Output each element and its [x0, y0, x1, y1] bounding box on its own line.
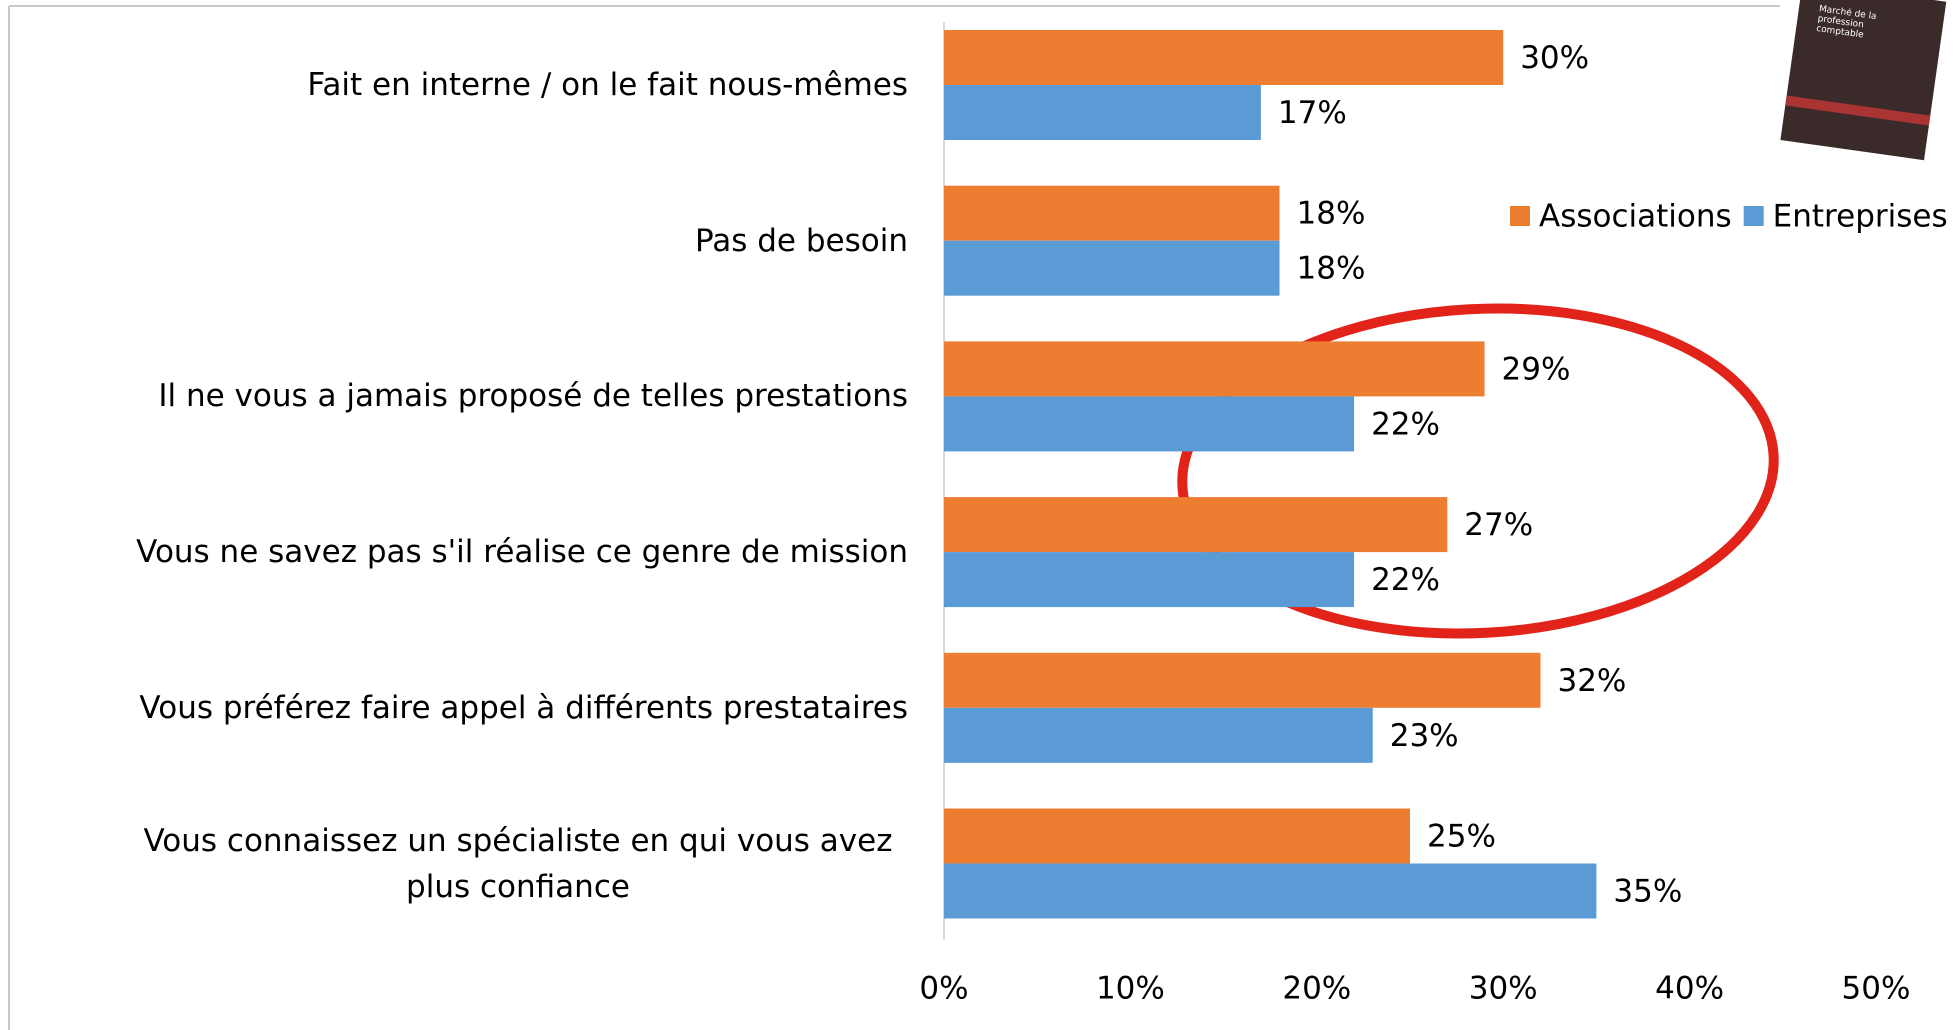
category-label: Pas de besoin: [695, 218, 908, 264]
bar: [944, 809, 1410, 864]
value-label: 30%: [1520, 40, 1589, 76]
value-label: 22%: [1371, 562, 1440, 598]
value-label: 35%: [1613, 874, 1682, 910]
x-tick-label: 0%: [919, 971, 968, 1007]
category-label: Vous connaissez un spécialiste en qui vo…: [128, 818, 908, 910]
legend-swatch: [1744, 206, 1764, 226]
category-label-box: Vous ne savez pas s'il réalise ce genre …: [68, 529, 908, 575]
category-label-box: Pas de besoin: [68, 218, 908, 264]
legend-label: Associations: [1539, 199, 1732, 235]
category-label: Vous préférez faire appel à différents p…: [139, 685, 908, 731]
bar: [944, 396, 1354, 451]
bar: [944, 864, 1596, 919]
x-tick-label: 20%: [1282, 971, 1351, 1007]
page: {"chart_data": {"type": "hbar", "categor…: [0, 0, 1953, 1030]
legend-label: Entreprises: [1773, 199, 1948, 235]
x-tick-label: 30%: [1469, 971, 1538, 1007]
value-label: 29%: [1502, 351, 1571, 387]
category-label: Il ne vous a jamais proposé de telles pr…: [158, 373, 908, 419]
category-label-box: Fait en interne / on le fait nous-mêmes: [68, 62, 908, 108]
value-label: 23%: [1390, 718, 1459, 754]
bar: [944, 708, 1373, 763]
bar: [944, 341, 1485, 396]
x-tick-label: 10%: [1096, 971, 1165, 1007]
thumbnail: Marché de la profession comptable: [1780, 0, 1946, 160]
value-label: 32%: [1557, 663, 1626, 699]
value-label: 18%: [1297, 251, 1366, 287]
category-label: Fait en interne / on le fait nous-mêmes: [307, 62, 908, 108]
bar: [944, 30, 1503, 85]
bar: [944, 552, 1354, 607]
value-label: 25%: [1427, 819, 1496, 855]
x-tick-label: 50%: [1842, 971, 1911, 1007]
value-label: 18%: [1297, 196, 1366, 232]
category-label-box: Vous préférez faire appel à différents p…: [68, 685, 908, 731]
value-label: 17%: [1278, 95, 1347, 131]
category-label-box: Il ne vous a jamais proposé de telles pr…: [68, 373, 908, 419]
bar: [944, 241, 1280, 296]
bar: [944, 497, 1447, 552]
bar: [944, 186, 1280, 241]
value-label: 27%: [1464, 507, 1533, 543]
value-label: 22%: [1371, 406, 1440, 442]
bar: [944, 85, 1261, 140]
bar: [944, 653, 1540, 708]
legend-swatch: [1510, 206, 1530, 226]
category-label: Vous ne savez pas s'il réalise ce genre …: [136, 529, 908, 575]
x-tick-label: 40%: [1655, 971, 1724, 1007]
category-label-box: Vous connaissez un spécialiste en qui vo…: [68, 818, 908, 910]
